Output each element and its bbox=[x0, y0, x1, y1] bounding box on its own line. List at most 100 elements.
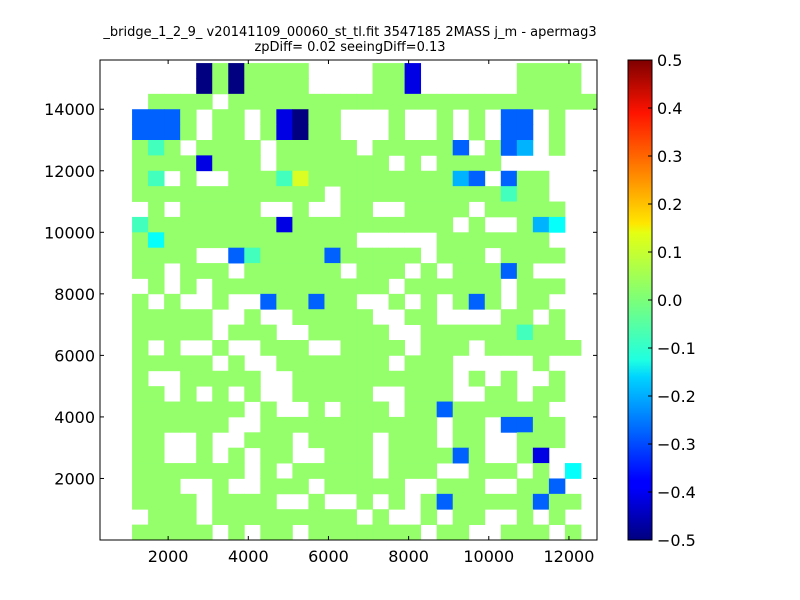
heatmap-cell bbox=[356, 524, 373, 541]
heatmap-cell bbox=[308, 309, 325, 326]
heatmap-cell bbox=[420, 340, 438, 356]
heatmap-cell bbox=[196, 463, 213, 479]
heatmap-cell bbox=[132, 155, 149, 172]
heatmap-cell bbox=[292, 216, 309, 233]
heatmap-cell bbox=[516, 278, 534, 295]
heatmap-cell bbox=[580, 93, 598, 110]
heatmap-cell bbox=[260, 263, 277, 279]
heatmap-cell bbox=[260, 524, 277, 541]
heatmap-cell bbox=[404, 278, 422, 295]
chart-title-line-2: zpDiff= 0.02 seeingDiff=0.13 bbox=[254, 40, 446, 55]
heatmap-cell bbox=[468, 109, 486, 126]
heatmap-cell bbox=[260, 447, 277, 464]
heatmap-cell bbox=[356, 155, 373, 172]
heatmap-cell bbox=[548, 432, 566, 449]
heatmap-cell bbox=[532, 278, 550, 295]
heatmap-cell bbox=[164, 324, 181, 341]
heatmap-cell bbox=[500, 493, 518, 510]
heatmap-cell bbox=[516, 324, 534, 341]
heatmap-cell bbox=[244, 278, 261, 295]
heatmap-cell bbox=[356, 216, 373, 233]
heatmap-cell bbox=[276, 278, 293, 295]
heatmap-cell bbox=[228, 216, 245, 233]
heatmap-cell bbox=[388, 263, 406, 279]
heatmap-cell bbox=[564, 340, 582, 356]
heatmap-cell bbox=[324, 155, 341, 172]
heatmap-cell bbox=[308, 370, 325, 387]
heatmap-cell bbox=[484, 278, 502, 295]
heatmap-cell bbox=[260, 293, 277, 310]
heatmap-cell bbox=[212, 416, 229, 433]
heatmap-cell bbox=[244, 93, 261, 110]
heatmap-cell bbox=[484, 463, 502, 479]
heatmap-cell bbox=[276, 63, 293, 79]
heatmap-cell bbox=[324, 432, 341, 449]
colorbar-tick-label: 0.0 bbox=[657, 291, 682, 310]
heatmap-cell bbox=[484, 293, 502, 310]
heatmap-cell bbox=[468, 278, 486, 295]
heatmap-cell bbox=[532, 524, 550, 541]
heatmap-cell bbox=[196, 140, 213, 156]
heatmap-cell bbox=[292, 109, 309, 126]
colorbar-axis: 0.5 0.4 0.3 0.2 0.1 0.0 −0.1 −0.2 −0.3 −0.4 −0.5 bbox=[648, 51, 696, 550]
heatmap-cell bbox=[340, 201, 357, 218]
heatmap-cell bbox=[548, 216, 566, 233]
heatmap-cell bbox=[164, 463, 181, 479]
y-tick-label: 6000 bbox=[54, 346, 95, 365]
heatmap-cell bbox=[340, 232, 357, 249]
heatmap-cell bbox=[404, 447, 422, 464]
heatmap-cell bbox=[564, 78, 582, 95]
heatmap-cell bbox=[388, 416, 406, 433]
heatmap-cell bbox=[212, 63, 229, 79]
heatmap-cell bbox=[516, 401, 534, 418]
heatmap-cell bbox=[292, 355, 309, 372]
heatmap-cell bbox=[212, 401, 229, 418]
heatmap-cell bbox=[484, 201, 502, 218]
heatmap-cell bbox=[548, 124, 566, 141]
heatmap-cell bbox=[244, 370, 261, 387]
heatmap-cell bbox=[356, 309, 373, 326]
heatmap-cell bbox=[212, 463, 229, 479]
heatmap-cell bbox=[404, 416, 422, 433]
heatmap-cell bbox=[148, 232, 165, 249]
heatmap-cell bbox=[148, 478, 165, 495]
heatmap-cell bbox=[340, 216, 357, 233]
heatmap-cell bbox=[148, 493, 165, 510]
heatmap-cell bbox=[324, 124, 341, 141]
heatmap-cell bbox=[324, 309, 341, 326]
heatmap-cell bbox=[500, 140, 518, 156]
heatmap-cell bbox=[468, 170, 486, 187]
heatmap-cell bbox=[340, 155, 357, 172]
heatmap-cell bbox=[180, 524, 197, 541]
plot-frame bbox=[99, 59, 598, 541]
heatmap-cell bbox=[372, 263, 389, 279]
heatmap-cell bbox=[324, 247, 341, 264]
heatmap-cell bbox=[132, 263, 149, 279]
heatmap-cell bbox=[276, 509, 293, 526]
heatmap-cell bbox=[516, 509, 534, 526]
heatmap-cell bbox=[276, 232, 293, 249]
heatmap-cells bbox=[132, 63, 598, 541]
y-tick-label: 14000 bbox=[44, 100, 95, 119]
heatmap-cell bbox=[516, 524, 534, 541]
heatmap-cell bbox=[468, 432, 486, 449]
heatmap-cell bbox=[324, 93, 341, 110]
heatmap-cell bbox=[356, 355, 373, 372]
heatmap-cell bbox=[180, 386, 197, 402]
heatmap-cell bbox=[148, 93, 165, 110]
heatmap-cell bbox=[452, 509, 470, 526]
heatmap-cell bbox=[532, 493, 550, 510]
heatmap-cell bbox=[260, 278, 277, 295]
x-tick-label: 4000 bbox=[228, 547, 269, 566]
heatmap-cell bbox=[212, 509, 229, 526]
heatmap-cell bbox=[532, 247, 550, 264]
heatmap-cell bbox=[292, 93, 309, 110]
heatmap-cell bbox=[132, 340, 149, 356]
heatmap-cell bbox=[452, 93, 470, 110]
heatmap-cell bbox=[276, 124, 293, 141]
heatmap-cell bbox=[452, 186, 470, 202]
heatmap-cell bbox=[516, 432, 534, 449]
heatmap-cell bbox=[484, 324, 502, 341]
heatmap-cell bbox=[260, 124, 277, 141]
heatmap-cell bbox=[420, 355, 438, 372]
